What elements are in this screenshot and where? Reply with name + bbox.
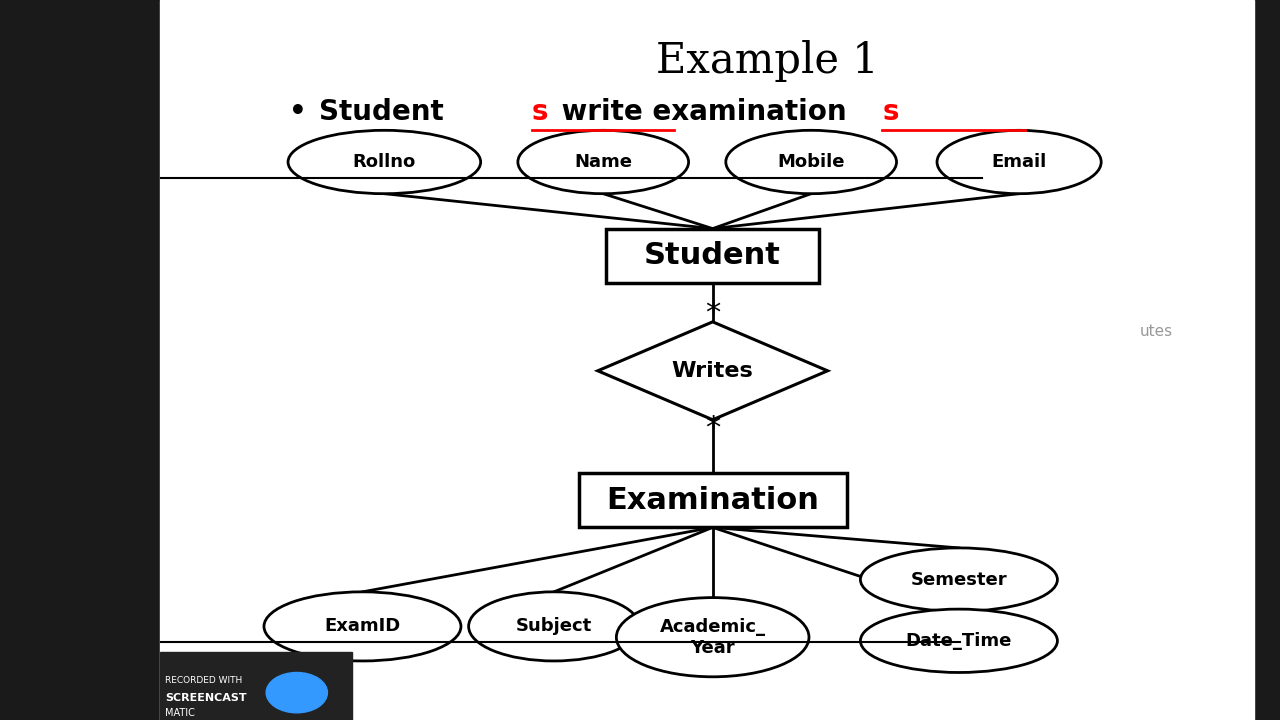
FancyBboxPatch shape — [160, 652, 352, 720]
Text: Example 1: Example 1 — [657, 40, 878, 82]
Text: Subject: Subject — [516, 617, 593, 635]
Circle shape — [266, 672, 328, 713]
Text: Student: Student — [319, 98, 443, 125]
FancyBboxPatch shape — [605, 229, 819, 282]
Ellipse shape — [264, 592, 461, 661]
Ellipse shape — [288, 130, 481, 194]
Text: Email: Email — [992, 153, 1047, 171]
Ellipse shape — [617, 598, 809, 677]
Text: s: s — [882, 98, 899, 125]
Text: Examination: Examination — [607, 486, 819, 515]
Text: Date_Time: Date_Time — [906, 632, 1012, 649]
Text: Student: Student — [644, 241, 781, 270]
FancyBboxPatch shape — [579, 474, 847, 527]
Text: Semester: Semester — [910, 570, 1007, 589]
Polygon shape — [598, 322, 828, 420]
Text: •: • — [289, 98, 307, 125]
Ellipse shape — [860, 548, 1057, 611]
Text: ExamID: ExamID — [324, 617, 401, 635]
Text: *: * — [705, 299, 721, 328]
Ellipse shape — [468, 592, 639, 661]
Ellipse shape — [518, 130, 689, 194]
Ellipse shape — [937, 130, 1101, 194]
Text: utes: utes — [1139, 324, 1172, 338]
Text: s: s — [532, 98, 549, 125]
Ellipse shape — [860, 609, 1057, 672]
Text: write examination: write examination — [552, 98, 846, 125]
Text: SCREENCAST: SCREENCAST — [165, 693, 247, 703]
Text: *: * — [705, 414, 721, 443]
Ellipse shape — [726, 130, 896, 194]
Text: Mobile: Mobile — [777, 153, 845, 171]
Text: Writes: Writes — [672, 361, 754, 381]
Text: MATIC: MATIC — [165, 708, 196, 718]
Text: Name: Name — [575, 153, 632, 171]
Text: Rollno: Rollno — [353, 153, 416, 171]
Text: RECORDED WITH: RECORDED WITH — [165, 676, 243, 685]
Text: Academic_
Year: Academic_ Year — [659, 618, 765, 657]
